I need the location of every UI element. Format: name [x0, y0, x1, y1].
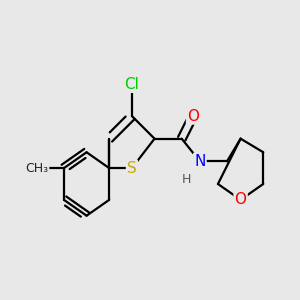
Text: O: O: [187, 109, 199, 124]
Text: O: O: [235, 192, 247, 207]
Text: N: N: [194, 154, 206, 169]
Text: Cl: Cl: [124, 77, 139, 92]
Text: CH₃: CH₃: [25, 162, 48, 175]
Text: S: S: [127, 160, 137, 175]
Text: H: H: [182, 173, 191, 186]
